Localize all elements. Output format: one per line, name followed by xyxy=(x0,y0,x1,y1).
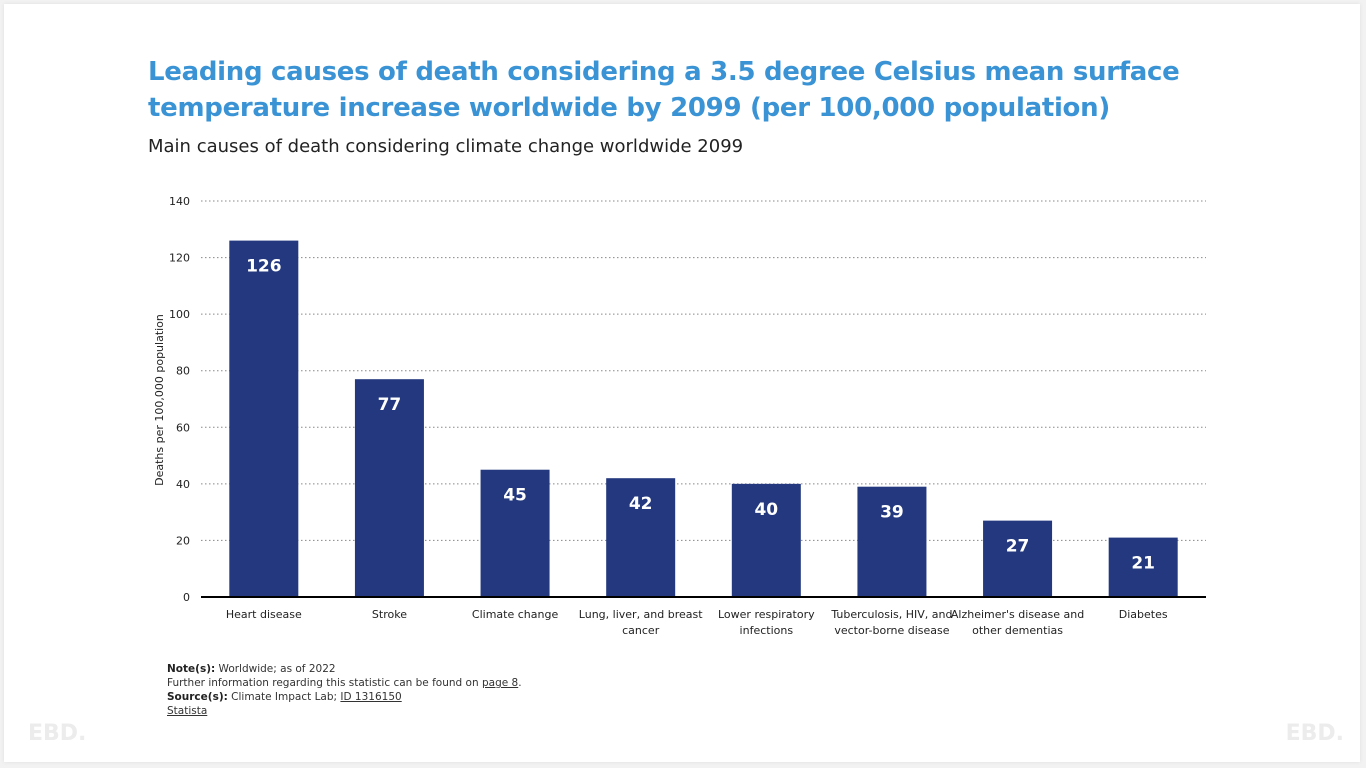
x-tick-label: infections xyxy=(740,624,794,637)
further-text: Further information regarding this stati… xyxy=(167,677,482,689)
y-tick-label: 100 xyxy=(169,308,190,321)
source-text: Climate Impact Lab; xyxy=(231,691,341,703)
x-tick-label: vector-borne disease xyxy=(834,624,949,637)
watermark-logo-left: EBD. xyxy=(28,721,87,746)
data-label: 42 xyxy=(629,494,653,514)
source-id-link[interactable]: ID 1316150 xyxy=(340,691,402,703)
bar[interactable] xyxy=(857,486,927,597)
source-label: Source(s): xyxy=(167,691,228,703)
data-label: 39 xyxy=(880,503,904,523)
data-label: 27 xyxy=(1006,537,1030,557)
bar[interactable] xyxy=(606,478,676,597)
y-axis-label: Deaths per 100,000 population xyxy=(153,314,166,486)
x-tick-label: Tuberculosis, HIV, and xyxy=(830,608,952,621)
note-text: Worldwide; as of 2022 xyxy=(218,663,336,675)
bar[interactable] xyxy=(1108,537,1178,597)
watermark-logo-right: EBD. xyxy=(1285,721,1344,746)
notes: Note(s): Worldwide; as of 2022 Further i… xyxy=(167,663,522,717)
x-tick-label: Heart disease xyxy=(226,608,302,621)
x-tick-label: Lung, liver, and breast xyxy=(579,608,703,621)
y-tick-label: 60 xyxy=(176,421,190,434)
data-label: 21 xyxy=(1131,554,1155,574)
data-label: 126 xyxy=(246,257,282,277)
x-tick-label: Lower respiratory xyxy=(718,608,815,621)
data-label: 45 xyxy=(503,486,527,506)
bar[interactable] xyxy=(229,240,299,597)
x-tick-label: cancer xyxy=(622,624,660,637)
x-tick-label: other dementias xyxy=(972,624,1063,637)
x-tick-label: Diabetes xyxy=(1119,608,1168,621)
note-label: Note(s): xyxy=(167,663,216,675)
chart-subtitle: Main causes of death considering climate… xyxy=(148,136,744,157)
y-tick-label: 20 xyxy=(176,534,190,547)
data-label: 40 xyxy=(754,500,778,520)
data-label: 77 xyxy=(378,395,402,415)
y-tick-label: 40 xyxy=(176,478,190,491)
y-tick-label: 140 xyxy=(169,195,190,208)
y-tick-label: 80 xyxy=(176,365,190,378)
x-tick-label: Climate change xyxy=(472,608,559,621)
y-tick-label: 120 xyxy=(169,252,190,265)
chart-title: Leading causes of death considering a 3.… xyxy=(148,57,1180,123)
y-tick-label: 0 xyxy=(183,591,190,604)
bar[interactable] xyxy=(480,469,550,597)
x-tick-label: Alzheimer's disease and xyxy=(951,608,1084,621)
x-tick-label: Stroke xyxy=(372,608,407,621)
page-link[interactable]: page 8 xyxy=(481,677,519,689)
bar[interactable] xyxy=(731,483,801,597)
statista-link[interactable]: Statista xyxy=(167,705,208,717)
bar[interactable] xyxy=(354,379,424,597)
bar[interactable] xyxy=(983,520,1053,597)
